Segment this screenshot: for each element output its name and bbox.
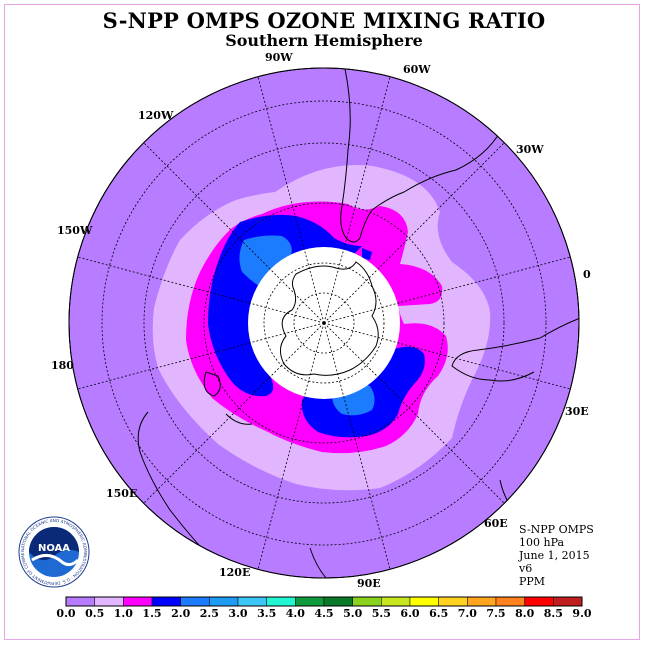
lon-label-180: 180 — [51, 359, 74, 372]
colorbar-cell — [495, 596, 525, 607]
colorbar-cell — [209, 596, 239, 607]
colorbar-tick-label: 5.0 — [343, 607, 363, 620]
lon-label-30e: 30E — [565, 405, 589, 418]
units-label: PPM — [519, 575, 546, 588]
lon-label-120w: 120W — [138, 109, 174, 122]
colorbar-tick-label: 4.0 — [285, 607, 305, 620]
chart-subtitle: Southern Hemisphere — [225, 31, 423, 50]
meridian-line — [323, 255, 576, 324]
lon-label-60w: 60W — [403, 63, 431, 76]
meridian-line — [72, 322, 325, 391]
colorbar-tick-label: 7.5 — [486, 607, 506, 620]
logo-text: NOAA — [38, 543, 70, 554]
lon-label-90e: 90E — [357, 577, 381, 590]
colorbar-tick-label: 3.5 — [257, 607, 277, 620]
colorbar-cell — [266, 596, 296, 607]
colorbar-tick-label: 0.5 — [85, 607, 105, 620]
colorbar-cell — [553, 596, 583, 607]
lon-label-150e: 150E — [106, 487, 138, 500]
colorbar-tick-label: 0.0 — [56, 607, 76, 620]
version-label: v6 — [519, 562, 533, 575]
colorbar-tick-label: 5.5 — [371, 607, 391, 620]
colorbar-cell — [180, 596, 210, 607]
colorbar-tick-label: 1.5 — [142, 607, 162, 620]
chart-title: S-NPP OMPS OZONE MIXING RATIO — [102, 8, 546, 33]
colorbar-cell — [524, 596, 554, 607]
meridian-line — [323, 71, 392, 324]
colorbar-cell — [352, 596, 382, 607]
colorbar-cell — [381, 596, 411, 607]
meridian-line — [256, 71, 325, 324]
colorbar-cell — [467, 596, 497, 607]
colorbar-tick-label: 4.5 — [314, 607, 334, 620]
lon-label-30w: 30W — [516, 143, 544, 156]
plot-frame — [4, 4, 640, 640]
pressure-level: 100 hPa — [519, 536, 565, 549]
colorbar-tick-label: 9.0 — [572, 607, 592, 620]
colorbar-tick-label: 8.5 — [543, 607, 563, 620]
instrument-label: S-NPP OMPS — [519, 523, 594, 536]
colorbar-cell — [65, 596, 95, 607]
meridian-line — [139, 322, 325, 508]
colorbar-tick-label: 7.0 — [457, 607, 477, 620]
colorbar-tick-label: 2.0 — [171, 607, 191, 620]
colorbar-cell — [151, 596, 181, 607]
lon-label-150w: 150W — [57, 224, 93, 237]
colorbar-cell — [94, 596, 124, 607]
lon-label-90w: 90W — [265, 51, 293, 64]
colorbar-tick-label: 2.5 — [199, 607, 219, 620]
colorbar-cell — [438, 596, 468, 607]
colorbar-tick-label: 8.0 — [515, 607, 535, 620]
colorbar-tick-label: 6.0 — [400, 607, 420, 620]
lon-label-120e: 120E — [219, 566, 251, 579]
date-label: June 1, 2015 — [519, 549, 590, 562]
meridian-line — [323, 322, 392, 575]
noaa-logo: NOAA NATIONAL OCEANIC AND ATMOSPHERIC AD… — [18, 516, 90, 588]
meridian-line — [139, 138, 325, 324]
colorbar-tick-label: 6.5 — [429, 607, 449, 620]
meridian-line — [323, 322, 509, 508]
colorbar-tick-label: 1.0 — [113, 607, 133, 620]
graticule — [72, 71, 576, 575]
colorbar-tick-label: 3.0 — [228, 607, 248, 620]
contour-1.5-peninsula — [362, 248, 372, 260]
colorbar-cell — [123, 596, 153, 607]
product-info: S-NPP OMPS 100 hPa June 1, 2015 v6 PPM — [519, 523, 594, 588]
contour-2.0-west — [239, 235, 292, 288]
colorbar-cell — [323, 596, 353, 607]
meridian-line — [323, 138, 509, 324]
meridian-line — [72, 255, 325, 324]
meridian-line — [323, 322, 576, 391]
colorbar-cell — [409, 596, 439, 607]
colorbar-cell — [237, 596, 267, 607]
lon-label-0: 0 — [583, 268, 591, 281]
colorbar-cell — [295, 596, 325, 607]
meridian-line — [256, 322, 325, 575]
lon-label-60e: 60E — [484, 517, 508, 530]
